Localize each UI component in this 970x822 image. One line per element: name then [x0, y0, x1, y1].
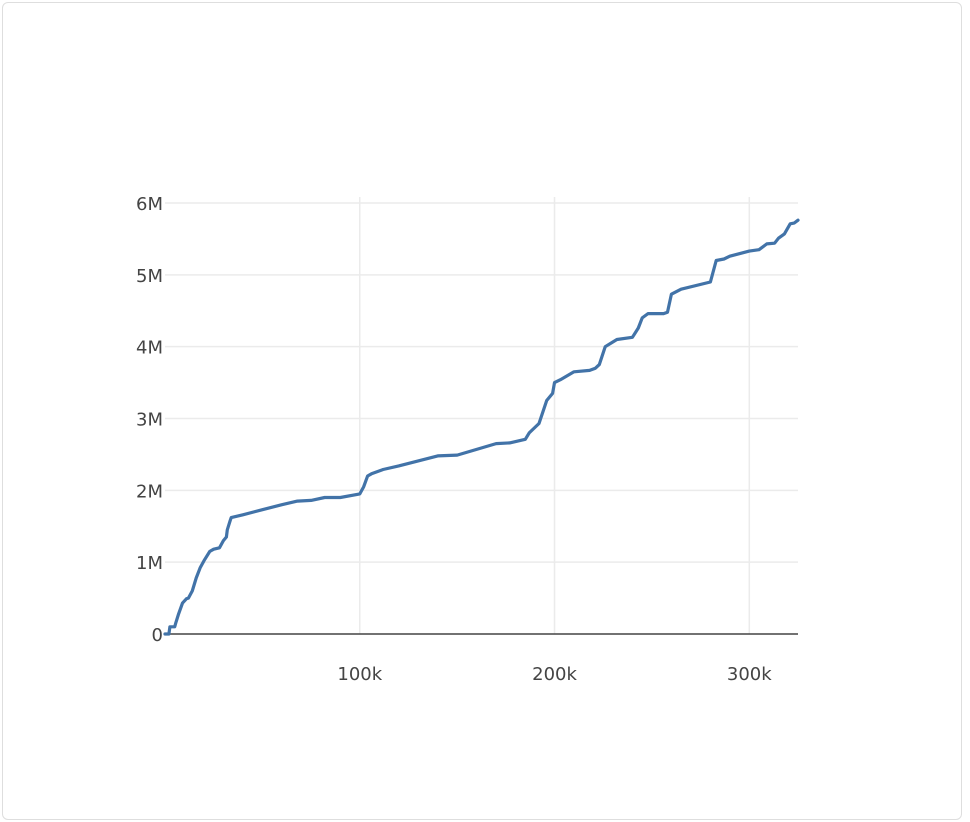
x-tick-label: 100k	[337, 664, 382, 685]
y-tick-label: 5M	[136, 266, 163, 287]
y-tick-label: 3M	[136, 410, 163, 431]
x-tick-label: 300k	[727, 664, 772, 685]
series-layer	[163, 218, 800, 636]
y-tick-label: 6M	[136, 194, 163, 215]
y-tick-label: 0	[152, 625, 163, 646]
y-tick-label: 4M	[136, 338, 163, 359]
grid-lines	[165, 197, 798, 634]
y-tick-label: 1M	[136, 553, 163, 574]
y-tick-label: 2M	[136, 481, 163, 502]
series-line	[163, 218, 800, 636]
x-tick-label: 200k	[532, 664, 577, 685]
tick-labels: 0 1M 2M 3M 4M 5M 6M 100k 200k 300k	[136, 194, 772, 685]
